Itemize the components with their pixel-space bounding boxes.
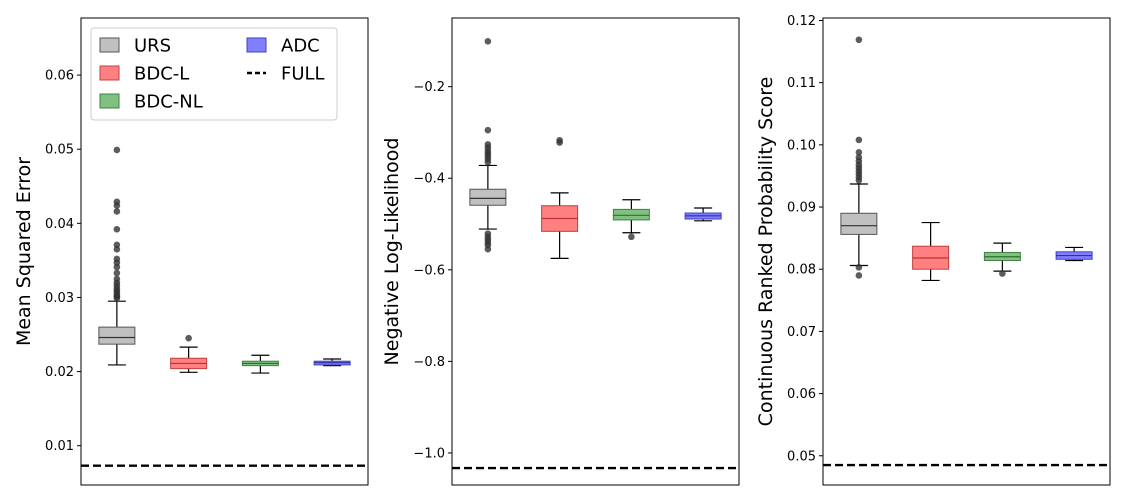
- y-tick-label: 0.09: [787, 201, 816, 216]
- outlier-point: [113, 198, 121, 206]
- outlier-point: [855, 272, 863, 279]
- outlier-point: [185, 334, 192, 342]
- y-tick-label: 0.12: [787, 14, 816, 29]
- y-tick-label: −0.6: [413, 263, 445, 278]
- legend-swatch: [99, 37, 120, 53]
- outlier-point: [484, 38, 492, 45]
- legend-swatch: [246, 37, 267, 53]
- outlier-point: [113, 275, 121, 283]
- box-adc: [684, 207, 722, 222]
- y-tick-label: 0.06: [45, 69, 74, 84]
- y-tick-label: 0.05: [45, 143, 74, 158]
- y-tick-label: 0.04: [45, 217, 74, 232]
- legend-item-adc: ADC: [246, 36, 320, 57]
- box-bdc-nl: [612, 199, 650, 241]
- legend-label: BDC-L: [134, 64, 189, 85]
- outlier-point: [556, 139, 563, 146]
- y-tick-label: 0.06: [787, 387, 816, 402]
- outlier-point: [484, 158, 492, 166]
- outlier-point: [855, 136, 863, 144]
- outlier-point: [113, 146, 121, 154]
- box-bdc-nl: [241, 354, 279, 374]
- box-urs: [98, 146, 136, 366]
- legend-item-bdc-nl: BDC-NL: [99, 92, 203, 113]
- iqr-box: [98, 326, 136, 345]
- iqr-box: [469, 188, 507, 206]
- outlier-point: [113, 208, 121, 215]
- y-tick-label: 0.10: [787, 138, 816, 153]
- legend-swatch: [99, 65, 120, 81]
- outlier-point: [484, 245, 492, 253]
- legend-frame: [90, 27, 338, 121]
- outlier-point: [855, 264, 863, 271]
- box-bdc-l: [170, 334, 208, 373]
- box-bdc-nl: [983, 242, 1021, 277]
- y-tick-label: 0.07: [787, 325, 816, 340]
- outlier-point: [855, 36, 863, 44]
- y-axis-label: Negative Log-Likelihood: [381, 138, 403, 366]
- legend-item-urs: URS: [99, 36, 171, 57]
- box-bdc-l: [541, 136, 579, 259]
- y-tick-label: 0.01: [45, 439, 74, 454]
- box-urs: [469, 38, 507, 253]
- outlier-point: [113, 255, 121, 263]
- outlier-point: [484, 126, 492, 134]
- y-tick-label: −0.2: [413, 80, 445, 95]
- y-axis-label: Continuous Ranked Probability Score: [755, 77, 777, 427]
- outlier-point: [628, 233, 635, 241]
- y-tick-label: 0.05: [787, 449, 816, 464]
- y-axis-label: Mean Squared Error: [13, 157, 35, 346]
- axes-frame: [822, 17, 1111, 486]
- outlier-point: [855, 153, 863, 161]
- y-tick-label: 0.08: [787, 263, 816, 278]
- outlier-point: [113, 225, 121, 233]
- legend-label: FULL: [281, 64, 325, 85]
- panel-mse: 0.01 0.02 0.03 0.04 0.05 0.06 Mean Squared Err…: [13, 17, 369, 486]
- axes-frame: [80, 17, 369, 486]
- box-adc: [1055, 246, 1093, 262]
- y-tick-label: −1.0: [413, 446, 445, 461]
- outlier-point: [113, 241, 121, 249]
- axes-frame: [451, 17, 740, 486]
- y-tick-label: −0.4: [413, 172, 445, 187]
- y-tick-label: 0.03: [45, 291, 74, 306]
- panel-crps: 0.05 0.06 0.07 0.08 0.09 0.10 0.11 0.12 Continuo…: [755, 14, 1111, 486]
- legend-swatch: [99, 93, 120, 109]
- legend-item-bdc-l: BDC-L: [99, 64, 189, 85]
- panel-nll: −1.0 −0.8 −0.6 −0.4 −0.2 Negative Log-Likelih…: [381, 17, 740, 486]
- iqr-box: [612, 208, 650, 221]
- box-adc: [313, 358, 351, 367]
- outlier-point: [855, 149, 863, 156]
- box-bdc-l: [912, 221, 950, 282]
- box-urs: [840, 36, 878, 279]
- iqr-box: [840, 212, 878, 235]
- legend-item-full: FULL: [247, 64, 325, 85]
- outlier-point: [999, 270, 1006, 277]
- legend: URS BDC-L BDC-NL ADC FULL: [90, 27, 338, 121]
- y-tick-label: 0.11: [787, 76, 816, 91]
- outlier-point: [113, 269, 121, 277]
- y-tick-label: −0.8: [413, 355, 445, 370]
- legend-label: BDC-NL: [134, 92, 203, 113]
- y-tick-label: 0.02: [45, 365, 74, 380]
- legend-label: URS: [134, 36, 171, 57]
- legend-label: ADC: [281, 36, 320, 57]
